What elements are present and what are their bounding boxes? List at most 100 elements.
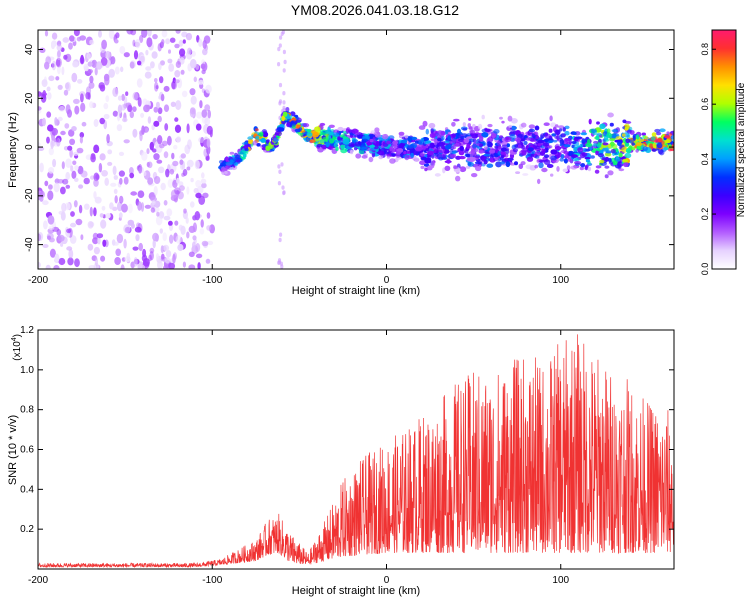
noise-mark [186,123,190,134]
noise-mark [132,106,137,112]
noise-mark [147,30,152,37]
noise-mark [167,178,174,188]
noise-mark [186,159,194,168]
noise-mark [86,39,90,45]
signal-mark [248,140,253,145]
signal-mark [550,173,554,177]
noise-mark [156,159,163,164]
noise-mark [113,188,118,194]
signal-mark [350,149,354,155]
signal-mark [486,163,494,168]
noise-mark [170,101,176,108]
signal-mark [378,150,385,156]
noise-mark [177,243,184,252]
noise-mark [190,58,197,69]
noise-mark [153,153,160,161]
noise-mark [194,159,200,170]
signal-mark [529,165,536,171]
signal-mark [392,140,398,145]
noise-mark [159,76,164,84]
signal-mark [279,124,285,128]
noise-mark [126,252,131,261]
signal-mark [333,142,338,148]
signal-mark [325,141,330,148]
noise-mark [278,237,282,243]
signal-mark [314,126,321,132]
noise-mark [157,135,163,145]
signal-mark [455,175,461,182]
signal-mark [587,166,592,172]
noise-mark [54,117,58,126]
noise-mark [172,179,178,189]
noise-mark [186,166,191,171]
signal-mark [595,135,600,141]
noise-mark [46,86,51,92]
signal-mark [557,125,565,129]
noise-mark [173,144,178,150]
noise-mark [65,171,70,181]
signal-mark [629,130,635,135]
noise-mark [174,79,180,84]
signal-mark [670,135,674,140]
noise-mark [137,97,142,107]
signal-mark [459,145,465,151]
noise-mark [48,184,53,190]
signal-mark [369,144,376,148]
signal-mark [337,126,344,132]
signal-mark [428,122,436,129]
signal-mark [612,160,618,166]
signal-mark [555,129,561,136]
noise-mark [87,221,94,229]
signal-mark [282,111,288,117]
y-tick-label: 0.4 [20,484,34,495]
signal-mark [505,136,509,140]
signal-mark [424,167,428,172]
noise-mark [123,176,129,185]
signal-mark [224,170,228,175]
signal-mark [425,128,429,135]
noise-mark [43,76,47,85]
noise-mark [51,60,57,71]
signal-mark [562,127,566,132]
signal-mark [348,142,355,148]
noise-mark [129,61,135,69]
signal-mark [537,140,545,144]
signal-mark [386,155,391,159]
noise-mark [48,75,55,82]
noise-mark [207,109,211,119]
noise-mark [115,32,120,39]
noise-mark [61,202,67,212]
noise-mark [62,178,69,185]
signal-mark [483,159,488,165]
signal-mark [631,142,635,146]
noise-mark [149,141,154,151]
signal-mark [501,147,507,152]
noise-mark [152,232,159,242]
noise-mark [120,264,125,269]
signal-mark [528,128,536,133]
signal-mark [494,145,499,149]
noise-mark [87,69,93,74]
signal-mark [507,115,513,122]
noise-mark [51,32,58,40]
noise-mark [99,213,104,218]
noise-mark [151,51,158,59]
noise-mark [57,84,63,90]
noise-mark [89,101,94,109]
signal-mark [661,140,665,145]
signal-mark [222,161,228,167]
noise-mark [158,166,165,174]
colorbar-ticks: 0.0 0.2 0.4 0.6 0.8 [700,43,716,275]
signal-mark [644,135,648,140]
noise-mark [119,46,126,54]
signal-mark [514,161,518,166]
noise-mark [180,153,186,159]
noise-mark [108,30,115,39]
noise-mark [96,233,104,239]
noise-mark [176,136,181,143]
signal-mark [241,142,249,146]
signal-mark [340,148,348,154]
signal-mark [395,151,401,155]
noise-mark [61,161,65,170]
signal-mark [512,148,519,153]
